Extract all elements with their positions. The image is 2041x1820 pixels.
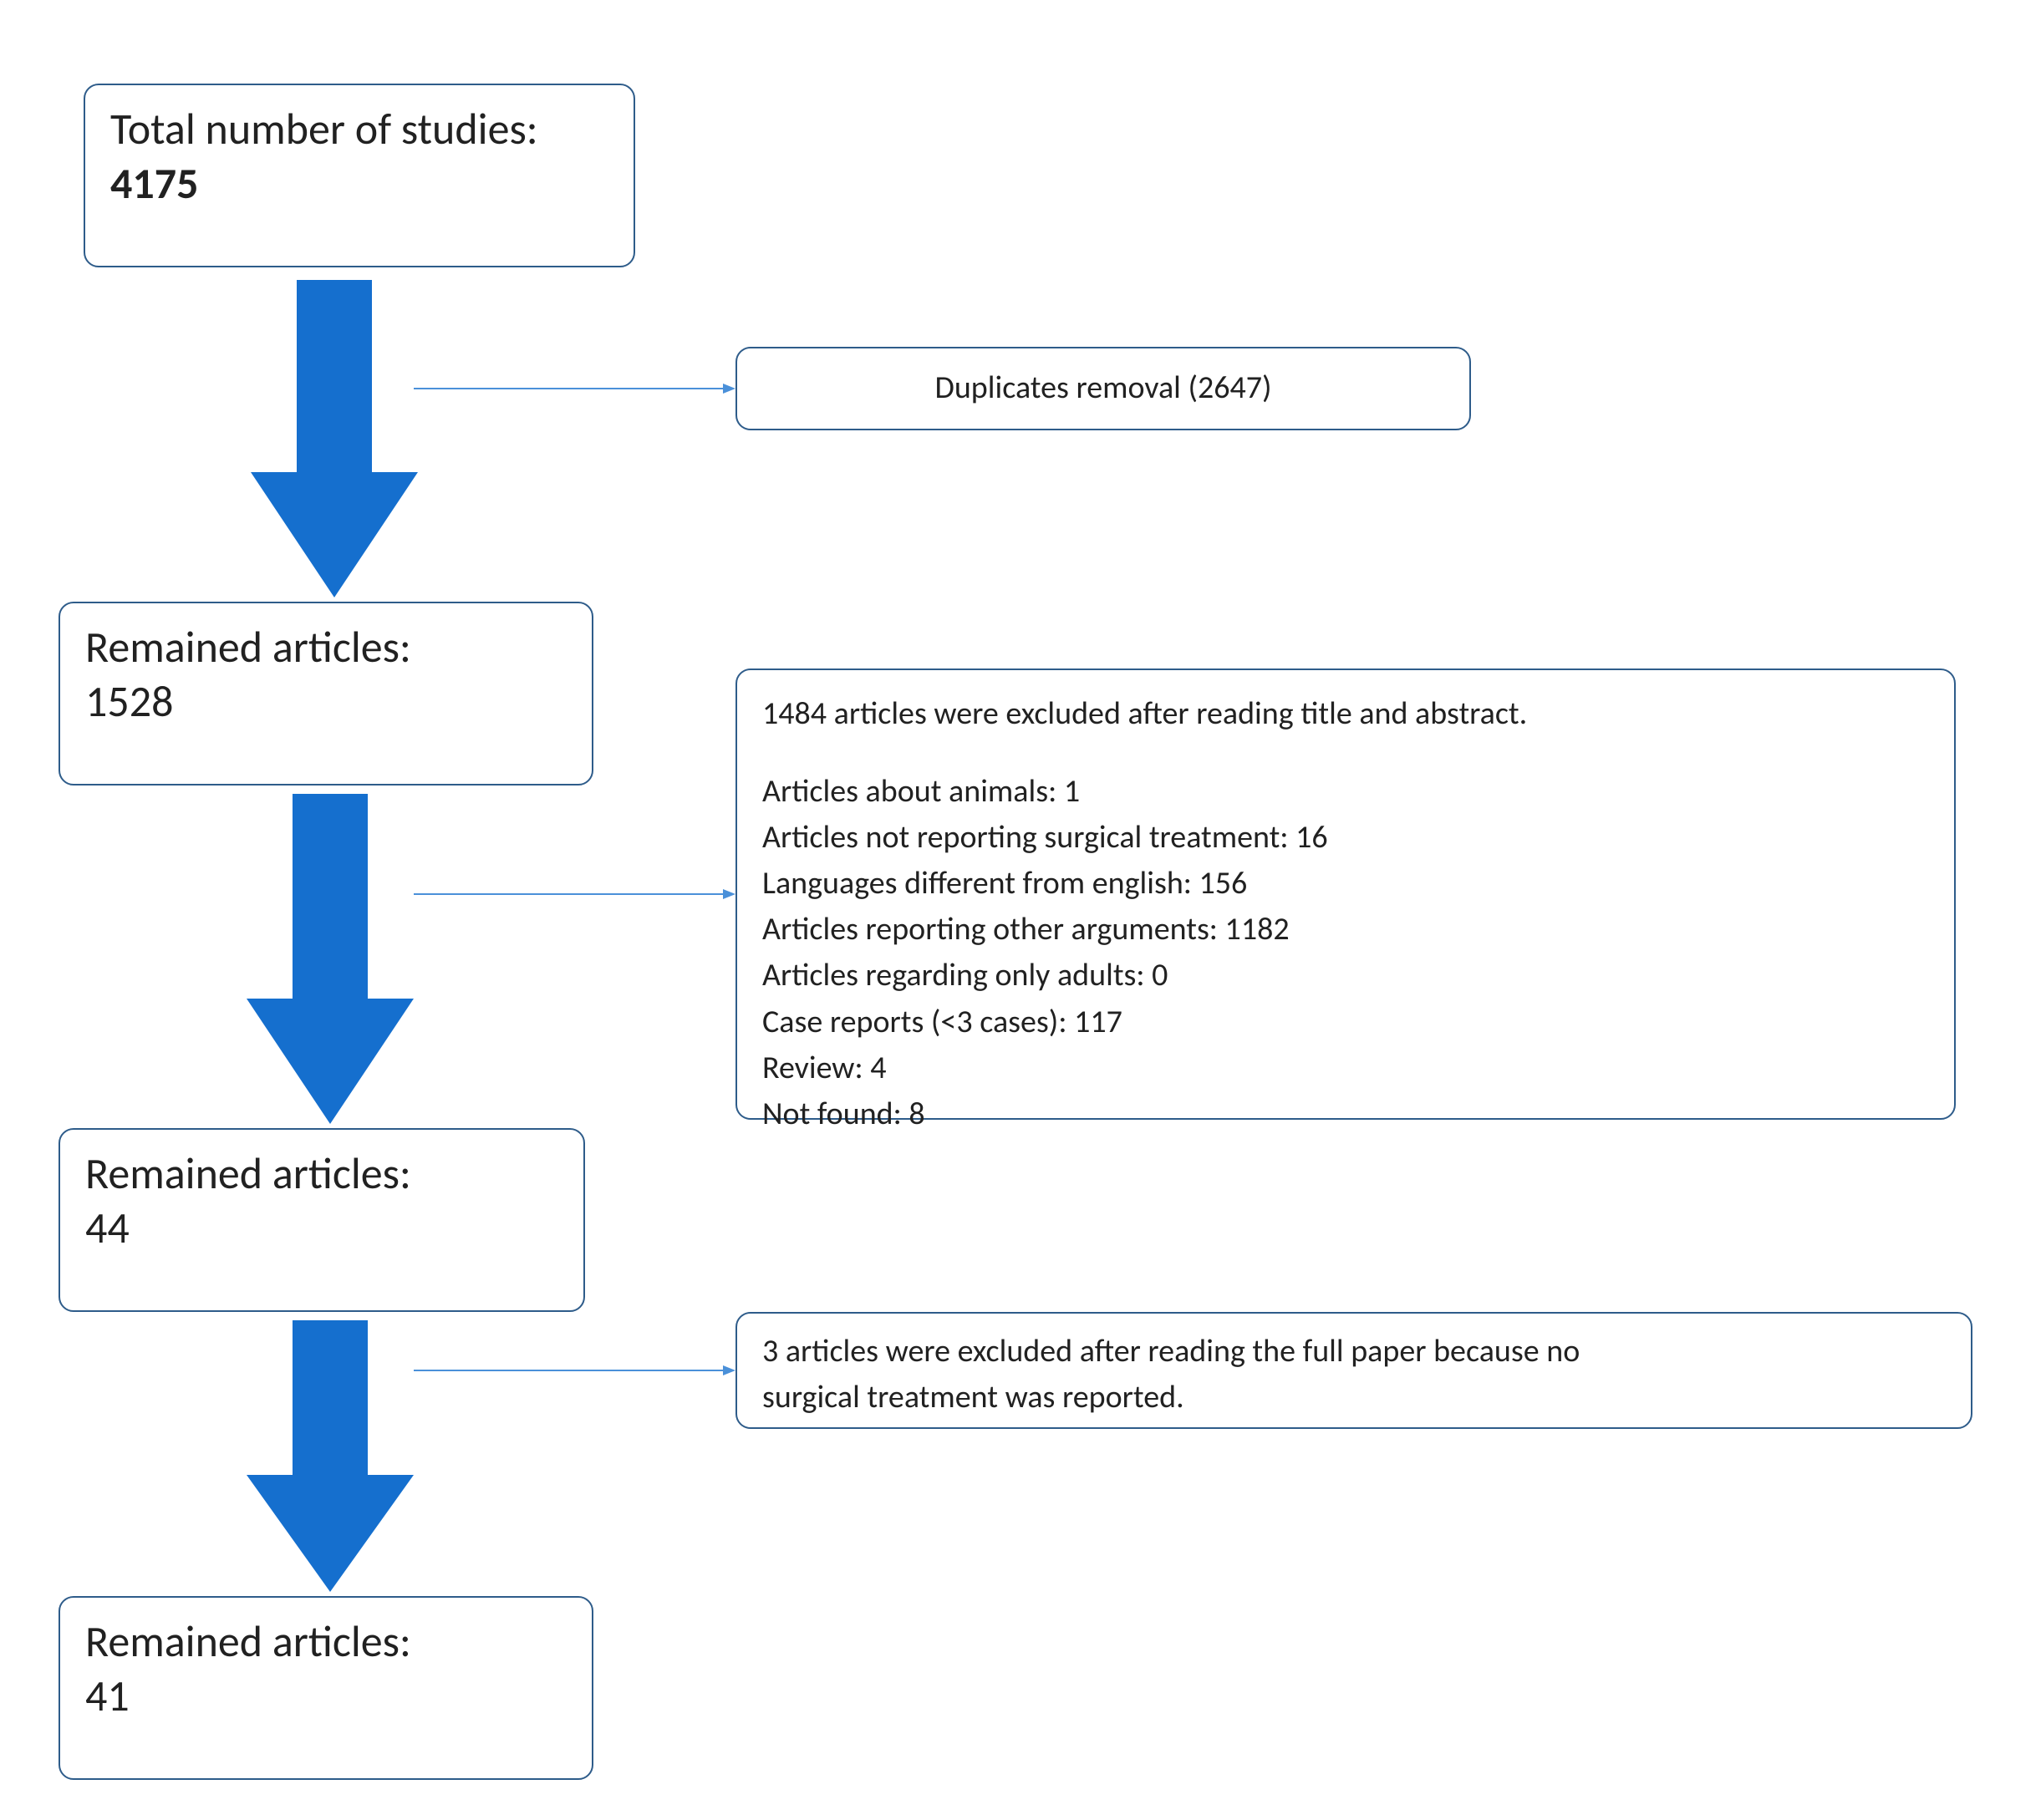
flow-node-total: Total number of studies: 4175 — [84, 84, 635, 267]
right-connector-icon — [414, 882, 735, 907]
flow-node-label: Remained articles: — [85, 1146, 558, 1201]
annotation-line: Review: 4 — [762, 1045, 1929, 1091]
annotation-line: surgical treatment was reported. — [762, 1375, 1946, 1421]
right-connector-icon — [414, 1358, 735, 1383]
right-connector-icon — [414, 376, 735, 401]
annotation-fullpaper-exclusion: 3 articles were excluded after reading t… — [735, 1312, 1972, 1429]
flow-node-remained-44: Remained articles: 44 — [59, 1128, 585, 1312]
annotation-duplicates: Duplicates removal (2647) — [735, 347, 1471, 430]
flow-node-label: Remained articles: — [85, 1614, 567, 1669]
flow-node-value: 41 — [85, 1669, 567, 1723]
down-arrow-icon — [247, 1320, 414, 1592]
down-arrow-icon — [247, 794, 414, 1124]
annotation-exclusion-list: 1484 articles were excluded after readin… — [735, 669, 1956, 1120]
annotation-line: Case reports (<3 cases): 117 — [762, 999, 1929, 1045]
down-arrow-icon — [251, 280, 418, 597]
flowchart-container: Total number of studies: 4175 Duplicates… — [33, 33, 2008, 1787]
annotation-line: Duplicates removal (2647) — [934, 365, 1271, 411]
flow-node-value: 4175 — [110, 156, 608, 211]
flow-node-remained-1528: Remained articles: 1528 — [59, 602, 593, 785]
annotation-line: 1484 articles were excluded after readin… — [762, 691, 1929, 737]
annotation-line: Articles regarding only adults: 0 — [762, 953, 1929, 999]
flow-node-label: Remained articles: — [85, 620, 567, 674]
flow-node-remained-41: Remained articles: 41 — [59, 1596, 593, 1780]
annotation-line: 3 articles were excluded after reading t… — [762, 1329, 1946, 1375]
annotation-line: Articles reporting other arguments: 1182 — [762, 907, 1929, 953]
annotation-line: Articles about animals: 1 — [762, 769, 1929, 815]
annotation-line: Not found: 8 — [762, 1091, 1929, 1137]
annotation-line: Languages different from english: 156 — [762, 861, 1929, 907]
annotation-line — [762, 737, 1929, 769]
annotation-line: Articles not reporting surgical treatmen… — [762, 815, 1929, 861]
flow-node-value: 1528 — [85, 674, 567, 729]
flow-node-value: 44 — [85, 1201, 558, 1255]
flow-node-label: Total number of studies: — [110, 102, 608, 156]
